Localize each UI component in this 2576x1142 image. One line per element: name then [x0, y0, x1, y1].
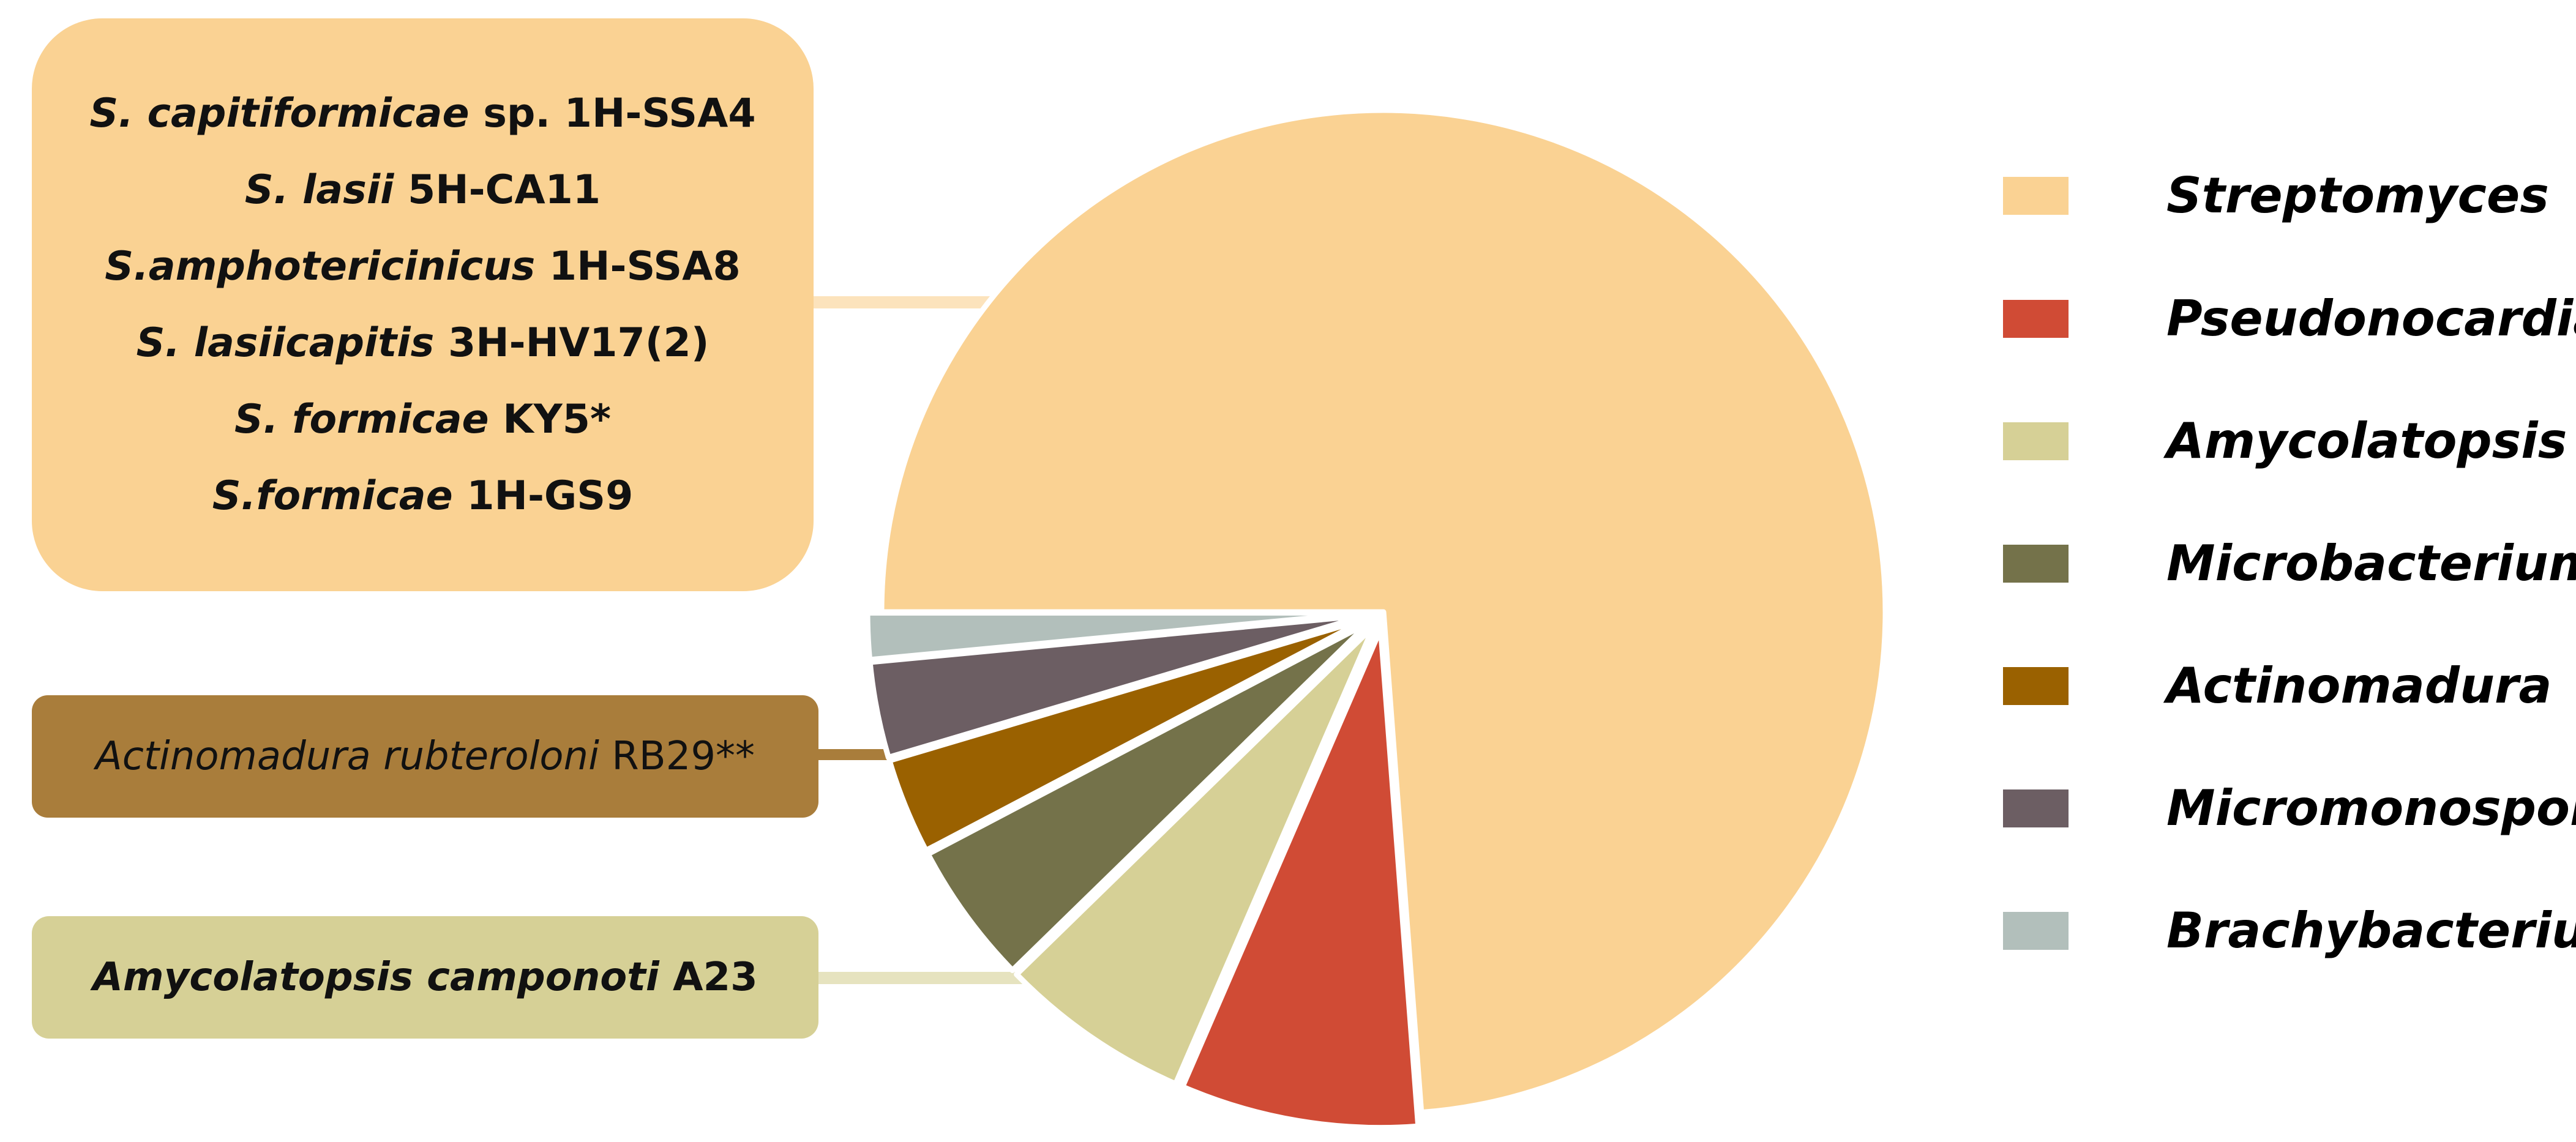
species-name: Actinomadura rubteroloni	[95, 734, 599, 779]
legend-item-micromonospora: Micromonospora	[2003, 784, 2576, 833]
callout-streptomyces: S. capitiformicae sp. 1H-SSA4 S. lasii 5…	[32, 18, 814, 591]
species-name: S. lasii	[244, 167, 394, 213]
legend-item-microbacterium: Microbacterium	[2003, 539, 2576, 588]
legend-label: Microbacterium	[2166, 535, 2576, 592]
pie-slice-brachybacterium	[864, 610, 1369, 663]
legend-item-streptomyces: Streptomyces	[2003, 171, 2549, 220]
species-name: S. formicae	[234, 397, 489, 442]
species-name: S. lasiicapitis	[136, 320, 435, 366]
legend-swatch	[2003, 912, 2069, 950]
strain-line: Actinomadura rubteroloni RB29**	[95, 737, 755, 776]
legend-label: Brachybacterium	[2166, 902, 2576, 959]
legend-label: Streptomyces	[2166, 167, 2549, 224]
legend-item-amycolatopsis: Amycolatopsis	[2003, 417, 2567, 466]
strain-id: 3H-HV17(2)	[448, 320, 710, 366]
strain-line: S. capitiformicae sp. 1H-SSA4	[89, 94, 755, 133]
strain-id: RB29**	[612, 734, 755, 779]
strain-line: S. lasiicapitis 3H-HV17(2)	[137, 323, 710, 363]
legend-item-actinomadura: Actinomadura	[2003, 662, 2552, 711]
strain-id: KY5*	[503, 397, 611, 442]
strain-id: 1H-GS9	[466, 473, 634, 519]
species-name: Amycolatopsis camponoti	[92, 955, 659, 1000]
strain-line: S.formicae 1H-GS9	[212, 476, 634, 516]
callout-amycolatopsis: Amycolatopsis camponoti A23	[32, 916, 818, 1039]
strain-line: Amycolatopsis camponoti A23	[92, 958, 757, 997]
pie-slice-actinomadura	[886, 616, 1371, 854]
legend-label: Micromonospora	[2166, 780, 2576, 837]
legend-swatch	[2003, 545, 2069, 583]
legend-label: Amycolatopsis	[2166, 412, 2567, 469]
pie-slice-microbacterium	[925, 619, 1372, 973]
legend-label: Pseudonocardia	[2166, 290, 2576, 347]
legend-swatch	[2003, 300, 2069, 338]
legend-swatch	[2003, 422, 2069, 460]
strain-id: 1H-SSA8	[549, 244, 741, 289]
strain-line: S. lasii 5H-CA11	[245, 170, 601, 210]
species-name: S.formicae	[212, 473, 453, 519]
legend-item-brachybacterium: Brachybacterium	[2003, 906, 2576, 955]
legend-swatch	[2003, 667, 2069, 705]
pie-slice-amycolatopsis	[1014, 623, 1377, 1087]
legend-label: Actinomadura	[2166, 657, 2552, 714]
strain-id: A23	[673, 955, 758, 1000]
strain-line: S. formicae KY5*	[234, 400, 611, 439]
species-name: S.amphotericinicus	[105, 244, 536, 289]
legend-swatch	[2003, 789, 2069, 827]
pie-slice-streptomyces	[878, 107, 1889, 1116]
species-name: S. capitiformicae	[89, 91, 470, 136]
callout-actinomadura: Actinomadura rubteroloni RB29**	[32, 695, 818, 818]
strain-id: 5H-CA11	[408, 167, 601, 213]
legend-swatch	[2003, 177, 2069, 215]
strain-id: sp. 1H-SSA4	[483, 91, 756, 136]
pie-slice-pseudonocardia	[1180, 626, 1421, 1131]
strain-line: S.amphotericinicus 1H-SSA8	[105, 247, 740, 286]
pie-slices	[864, 107, 1889, 1131]
legend-item-pseudonocardia: Pseudonocardia	[2003, 294, 2576, 343]
